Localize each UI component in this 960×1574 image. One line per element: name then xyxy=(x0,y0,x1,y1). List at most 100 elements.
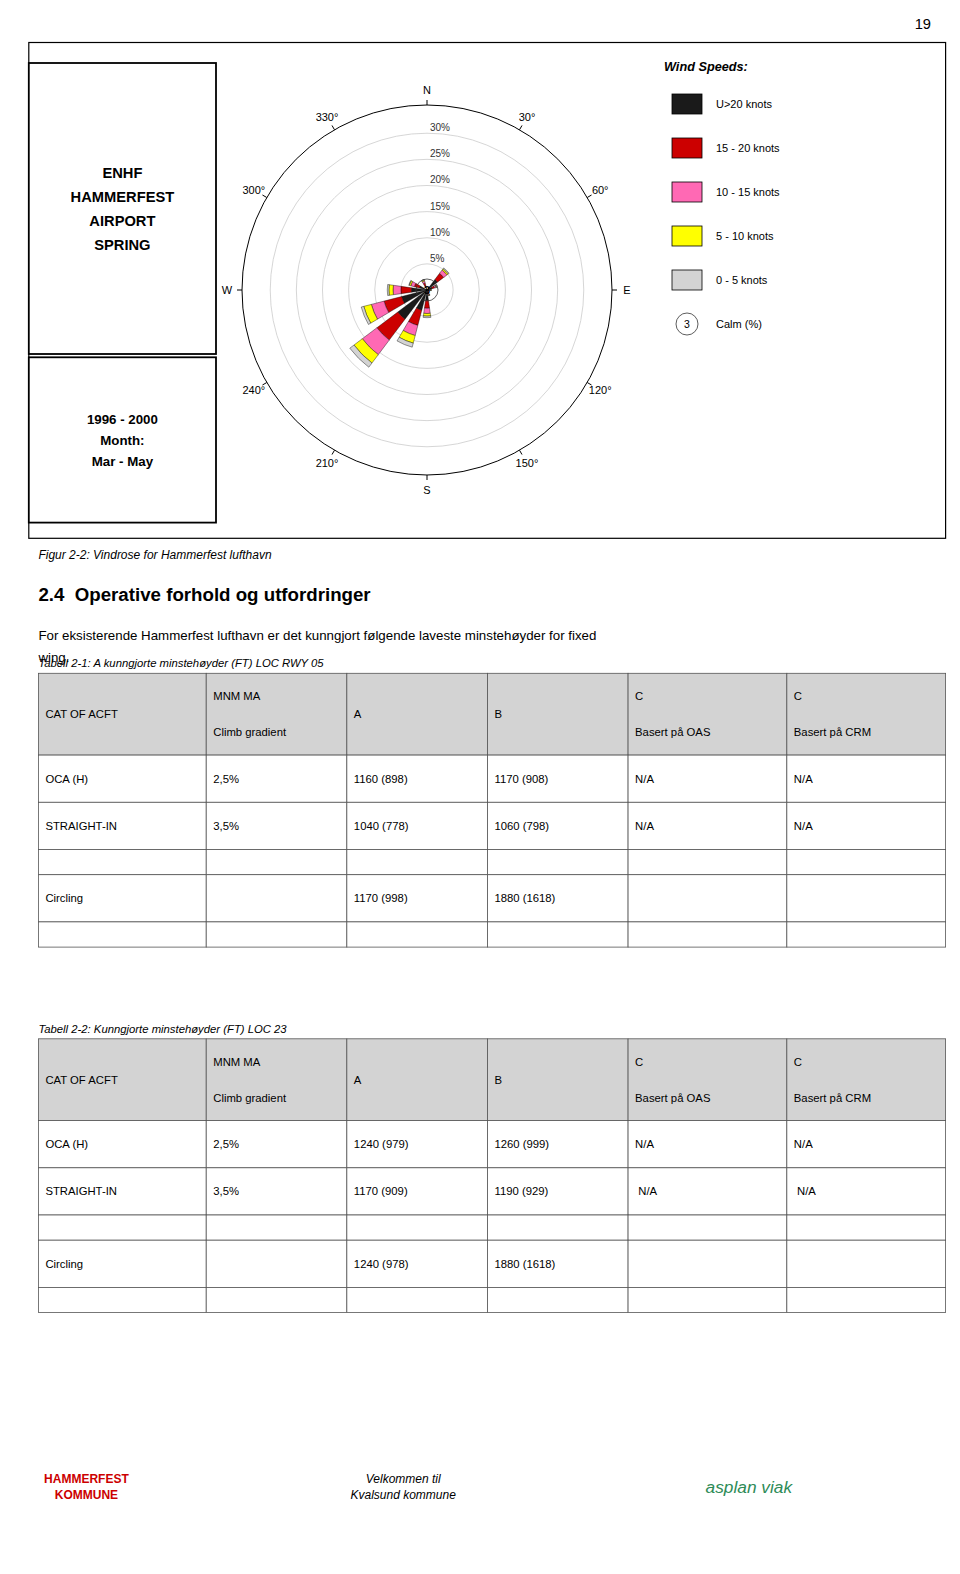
legend-swatch xyxy=(672,270,702,290)
table-gap-cell xyxy=(347,1215,488,1240)
bar-segment xyxy=(397,337,413,347)
legend-label: 15 - 20 knots xyxy=(716,142,780,154)
angular-tick-label: 240° xyxy=(242,384,265,396)
legend-swatch xyxy=(672,182,702,202)
section-title: 2.4 Operative forhold og utfordringer xyxy=(38,584,370,605)
table-cell xyxy=(487,755,628,802)
table-gap-cell xyxy=(206,922,347,947)
table-header-text-line: C xyxy=(635,690,643,702)
table-header-text-line: A xyxy=(354,708,362,720)
table-cell xyxy=(487,1168,628,1215)
table-header-text: CBasert på CRM xyxy=(794,1056,871,1104)
table-header-cell xyxy=(487,673,628,755)
angular-tick-label: E xyxy=(623,284,630,296)
chart-subtitle-line: 1996 - 2000 xyxy=(87,412,158,427)
table-cell-text: 2,5% xyxy=(213,1138,239,1150)
table-cell xyxy=(347,755,488,802)
table-cell-text: 1880 (1618) xyxy=(494,1258,555,1270)
table-header-text-line: C xyxy=(794,1056,802,1068)
radial-tick-label: 20% xyxy=(430,174,450,185)
table-header-text: CBasert på CRM xyxy=(794,690,871,738)
table-gap-cell xyxy=(628,850,787,875)
table-cell xyxy=(787,1121,946,1168)
table-gap-cell xyxy=(487,850,628,875)
bar-segment xyxy=(443,268,449,274)
chart-subtitle-line: Month: xyxy=(100,433,144,448)
table-gap-cell xyxy=(38,922,206,947)
table-cell xyxy=(206,1240,347,1287)
chart-title-line: HAMMERFEST xyxy=(71,189,175,205)
table: Tabell 2-2: Kunngjorte minstehøyder (FT)… xyxy=(38,1023,945,1313)
radial-tick-label: 30% xyxy=(430,122,450,133)
table-header-text-line: C xyxy=(635,1056,643,1068)
table-gap-cell xyxy=(347,922,488,947)
table-header-cell xyxy=(347,1039,488,1121)
windrose-frame xyxy=(29,43,946,539)
table-cell xyxy=(206,802,347,849)
legend-swatch xyxy=(672,94,702,114)
table-gap-cell xyxy=(628,1287,787,1312)
footer-text-line: Velkommen til xyxy=(366,1472,441,1486)
angular-tick-label: 30° xyxy=(519,111,536,123)
table-gap-cell xyxy=(628,1215,787,1240)
table: Tabell 2-1: A kunngjorte minstehøyder (F… xyxy=(38,657,945,947)
radial-tick-labels: 5%10%15%20%25%30% xyxy=(430,122,450,264)
table-header-cell xyxy=(787,673,946,755)
bar-segment xyxy=(442,269,448,275)
grid-ring xyxy=(375,238,480,343)
table-header-text: A xyxy=(354,708,362,720)
legend-label: U>20 knots xyxy=(716,98,772,110)
table-header-cell xyxy=(347,673,488,755)
angular-tick xyxy=(332,450,335,454)
table-header-text-line: Basert på OAS xyxy=(635,726,711,738)
table-cell xyxy=(38,802,206,849)
bar-segment xyxy=(409,280,411,285)
angular-tick-label: 120° xyxy=(589,384,612,396)
table-cell-text: STRAIGHT-IN xyxy=(45,1185,117,1197)
footer-text: HAMMERFESTKOMMUNE xyxy=(44,1472,129,1502)
table-cell xyxy=(38,755,206,802)
chart-title-line: SPRING xyxy=(94,237,150,253)
angular-tick xyxy=(332,125,335,129)
table-header-text: MNM MAClimb gradient xyxy=(213,1056,287,1104)
table-cell-text: 1170 (998) xyxy=(354,892,408,904)
angular-tick xyxy=(612,290,617,291)
table-cell-text: 1170 (909) xyxy=(354,1185,408,1197)
table-cell xyxy=(787,875,946,922)
legend-label: 5 - 10 knots xyxy=(716,230,774,242)
table-caption: Tabell 2-1: A kunngjorte minstehøyder (F… xyxy=(38,657,324,669)
table-cell xyxy=(206,1121,347,1168)
table-gap-cell xyxy=(206,1215,347,1240)
table-gap-cell xyxy=(628,922,787,947)
table-gap-cell xyxy=(38,1287,206,1312)
chart-title-line: AIRPORT xyxy=(89,213,155,229)
table-cell xyxy=(787,1240,946,1287)
footer-text-line: HAMMERFEST xyxy=(44,1472,129,1486)
bar-segment xyxy=(423,313,430,316)
table-cell xyxy=(487,802,628,849)
table-cell xyxy=(787,1168,946,1215)
table-cell xyxy=(787,802,946,849)
legend: Wind Speeds:U>20 knots15 - 20 knots10 - … xyxy=(664,60,780,335)
table-cell xyxy=(487,1240,628,1287)
table-cell-text: N/A xyxy=(635,820,654,832)
table-gap-cell xyxy=(38,850,206,875)
table-cell-text: 1240 (978) xyxy=(354,1258,409,1270)
table-header-text: MNM MAClimb gradient xyxy=(213,690,287,738)
table-header-text: CAT OF ACFT xyxy=(45,1074,117,1086)
angular-tick-label: 60° xyxy=(592,184,609,196)
table-cell xyxy=(206,755,347,802)
legend-label: 10 - 15 knots xyxy=(716,186,780,198)
bar-segment xyxy=(424,308,431,313)
bar-segment xyxy=(350,345,372,367)
grid-ring xyxy=(322,185,531,394)
subtitle-box xyxy=(29,357,216,522)
table-cell-text: 1060 (798) xyxy=(494,820,549,832)
table-cell-text: 3,5% xyxy=(213,820,239,832)
table-cell-text: N/A xyxy=(794,1185,816,1197)
table-gap-cell xyxy=(487,922,628,947)
table-cell-text: 1040 (778) xyxy=(354,820,409,832)
table-header-text-line: CAT OF ACFT xyxy=(45,1074,117,1086)
chart-title: ENHFHAMMERFESTAIRPORTSPRING xyxy=(71,165,175,253)
footer-text: Velkommen tilKvalsund kommune xyxy=(351,1472,457,1502)
